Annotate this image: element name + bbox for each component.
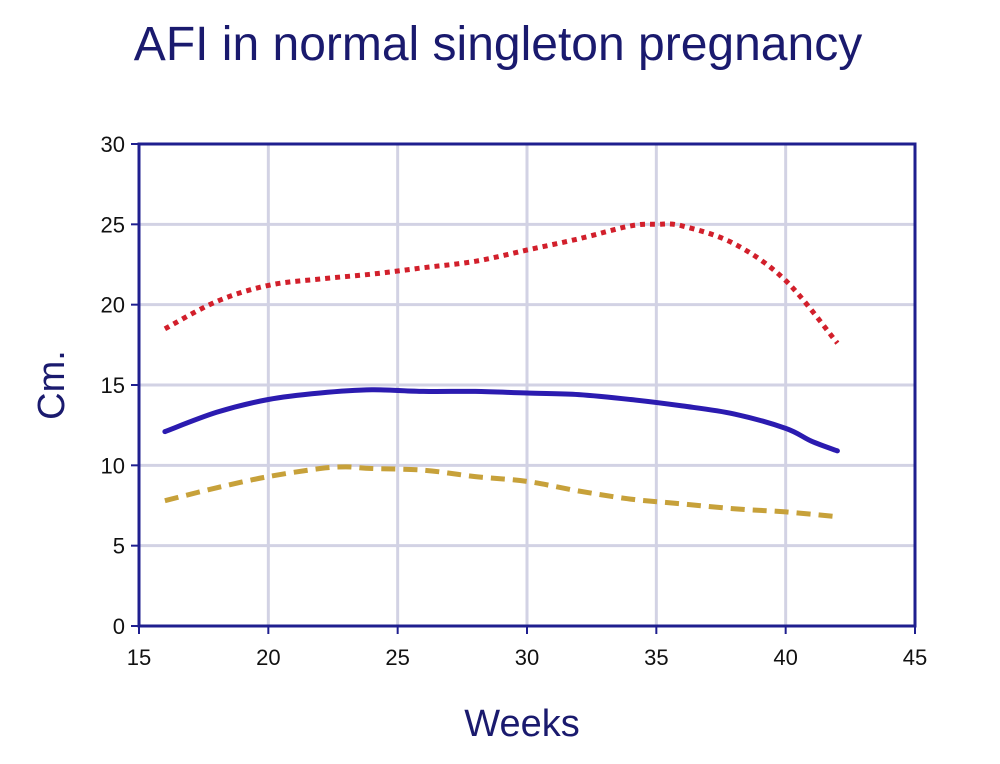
y-tick-label: 15 [101,373,125,398]
y-tick-label: 10 [101,453,125,478]
series-layer [162,221,840,520]
x-tick-label: 20 [256,645,280,670]
y-tick-label: 30 [101,132,125,157]
x-tick-label: 30 [515,645,539,670]
x-tick-label: 45 [903,645,927,670]
chart-title: AFI in normal singleton pregnancy [134,18,862,71]
gridlines [139,144,915,626]
x-tick-label: 15 [127,645,151,670]
x-tick-label: 25 [385,645,409,670]
tick-labels: 15 20 25 30 35 40 45 0 5 10 15 20 25 30 [101,132,928,670]
series-line-dotted [163,221,840,345]
x-axis-label: Weeks [464,703,579,745]
x-tick-label: 40 [773,645,797,670]
y-tick-label: 5 [113,534,125,559]
y-tick-label: 20 [101,293,125,318]
y-tick-label: 0 [113,614,125,639]
series-line-solid [162,387,840,454]
y-axis-label: Cm. [31,350,73,420]
series-line-dashed [164,464,838,520]
y-tick-label: 25 [101,212,125,237]
x-tick-label: 35 [644,645,668,670]
